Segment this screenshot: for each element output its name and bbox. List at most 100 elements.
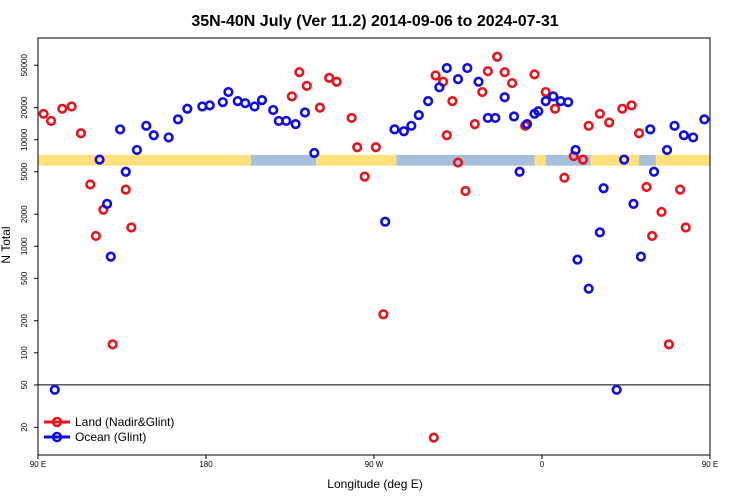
band-segment-ocean (545, 154, 591, 166)
land-point (604, 117, 615, 128)
land-point (120, 184, 131, 195)
ocean-point (540, 96, 551, 107)
land-point (583, 120, 594, 131)
land-point (346, 112, 357, 124)
ocean-point (661, 144, 673, 156)
ocean-point (628, 198, 639, 209)
ocean-point (398, 126, 409, 137)
x-axis-label: Longitude (deg E) (327, 477, 422, 491)
legend-entry-land: Land (Nadir&Glint) (44, 415, 174, 429)
legend-entry-ocean: Ocean (Glint) (44, 430, 146, 444)
ocean-point (611, 384, 622, 395)
band-segment-land (590, 154, 640, 166)
land-point (499, 67, 510, 78)
land-point (370, 142, 381, 153)
x-axis: 90 E 180 90 W 0 90 E (30, 455, 718, 469)
y-tick-label: 2000 (20, 205, 29, 223)
land-point (482, 66, 493, 77)
band-segment-ocean (250, 154, 317, 166)
ocean-point (678, 130, 689, 141)
land-point (45, 115, 57, 127)
x-tick-label: 90 E (702, 460, 718, 469)
ocean-point (217, 97, 228, 108)
land-point (680, 222, 691, 233)
land-point (452, 157, 464, 168)
land-point (314, 102, 325, 113)
ocean-point (94, 154, 105, 165)
x-tick-label: 90 W (365, 460, 384, 469)
ocean-point (521, 119, 533, 130)
ocean-point (290, 119, 301, 130)
ocean-point (533, 106, 544, 117)
ocean-point (462, 62, 473, 74)
x-tick-label: 180 (199, 460, 213, 469)
land-point (359, 171, 370, 182)
ocean-point (131, 144, 143, 156)
land-point (294, 67, 305, 78)
ocean-point (570, 144, 581, 156)
ocean-point (499, 92, 510, 103)
ocean-point (699, 114, 710, 125)
y-tick-label: 100 (20, 346, 29, 360)
land-point (324, 72, 335, 84)
ocean-point (423, 96, 434, 107)
land-point (617, 103, 628, 114)
land-point (656, 206, 667, 218)
ocean-point (508, 111, 520, 122)
land-point (477, 86, 488, 98)
land-point (549, 103, 561, 114)
band-segment-ocean (639, 154, 656, 166)
ocean-point (299, 107, 311, 118)
surface-band (38, 154, 710, 166)
y-tick-label: 20 (20, 422, 29, 431)
ocean-point (434, 82, 445, 93)
ocean-point (101, 198, 113, 209)
band-segment-ocean (396, 154, 535, 166)
band-segment-land (534, 154, 546, 166)
land-point (647, 230, 658, 242)
land-point (577, 154, 589, 165)
ocean-point (120, 166, 131, 177)
ocean-point (204, 100, 215, 111)
land-point (469, 119, 480, 130)
band-segment-land (38, 154, 251, 166)
land-point (301, 80, 312, 91)
legend-land-marker (51, 416, 63, 428)
ocean-point (115, 124, 126, 135)
land-point (90, 230, 101, 242)
band-segment-land (655, 154, 710, 166)
land-point (447, 96, 458, 107)
legend: Land (Nadir&Glint) Ocean (Glint) (44, 415, 174, 444)
y-tick-label: 500 (20, 271, 29, 285)
ocean-point (490, 112, 501, 124)
ocean-point (240, 98, 251, 109)
y-tick-label: 200 (20, 314, 29, 328)
land-point (331, 76, 342, 87)
ocean-point (441, 62, 452, 74)
y-tick-label: 50 (20, 380, 29, 389)
ocean-point (309, 147, 320, 159)
ocean-point (594, 227, 605, 238)
legend-ocean-marker (51, 431, 63, 443)
band-segment-land (316, 154, 397, 166)
x-tick-label: 0 (540, 460, 545, 469)
land-point (460, 185, 471, 197)
land-point (75, 128, 87, 139)
y-tick-label: 1000 (20, 237, 29, 255)
ocean-point (473, 76, 484, 87)
ocean-point (406, 120, 417, 131)
land-point (66, 101, 77, 112)
land-point (352, 142, 363, 153)
y-axis-label: N Total (0, 226, 13, 263)
ocean-point (635, 251, 647, 262)
ocean-point (583, 283, 594, 294)
ocean-point (141, 120, 152, 131)
ocean-point (249, 101, 260, 112)
ocean-point (514, 166, 525, 177)
land-point (428, 432, 439, 443)
ocean-point (619, 154, 630, 165)
land-point (286, 91, 297, 102)
y-tick-label: 10000 (20, 128, 29, 151)
y-tick-label: 50000 (20, 54, 29, 77)
ocean-point (223, 86, 234, 98)
